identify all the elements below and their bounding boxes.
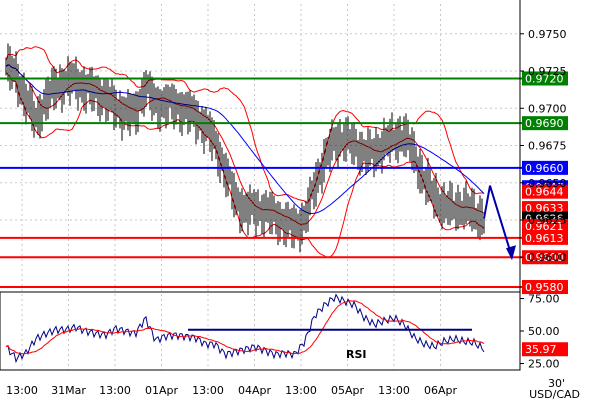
time-tick-label: 13:00 xyxy=(99,384,131,397)
time-tick-label: 05Apr xyxy=(331,384,365,397)
timeframe-label: 30' xyxy=(548,377,565,390)
indicator-label: 0.9644 xyxy=(525,186,564,199)
rsi-tick-label: 75.00 xyxy=(528,293,560,306)
axis-labels: 13:00 31Mar 13:00 01Apr 13:00 04Apr 13:00 05Apr… xyxy=(0,369,580,400)
price-tick-label: 0.9625 xyxy=(528,214,567,227)
rsi-tick-label: 25.00 xyxy=(528,358,560,371)
time-tick-label: 04Apr xyxy=(238,384,272,397)
level-tag xyxy=(522,280,568,295)
indicator-tag xyxy=(522,218,568,233)
time-tick-label: 13:00 xyxy=(285,384,317,397)
price-tick-label: 0.9600 xyxy=(528,251,567,264)
level-tag xyxy=(522,116,568,131)
level-label: 0.9660 xyxy=(525,162,564,175)
time-tick-label: 31Mar xyxy=(51,384,86,397)
indicator-label: 0.9621 xyxy=(525,220,564,233)
rsi-tick-label: 50.00 xyxy=(528,325,560,338)
level-label: 0.9720 xyxy=(525,72,564,85)
forecast-line xyxy=(483,185,513,258)
time-tick-label: 13:00 xyxy=(378,384,410,397)
level-tag xyxy=(522,160,568,175)
price-tick-label: 0.9650 xyxy=(528,177,567,190)
level-tag xyxy=(522,71,568,86)
time-tick-label: 06Apr xyxy=(424,384,458,397)
price-tick-label: 0.9675 xyxy=(528,140,567,153)
rsi-current-label: 35.97 xyxy=(525,343,557,356)
time-tick-label: 01Apr xyxy=(145,384,179,397)
price-bars xyxy=(5,43,485,253)
symbol-label: USD/CAD xyxy=(529,388,580,400)
indicator-tag xyxy=(522,184,568,199)
forecast-arrowhead xyxy=(506,245,516,261)
price-axis: 75.00 50.00 25.00 0.9750 0.9725 0.9700 0.9675 0… xyxy=(519,0,567,371)
price-tick-label: 0.9725 xyxy=(528,65,567,78)
horizontal-levels: 0.9720 0.9690 0.9660 0.9613 0.9600 0.9580 0.96… xyxy=(0,71,568,295)
level-tag xyxy=(522,230,568,245)
level-tag xyxy=(522,250,568,265)
level-label: 0.9600 xyxy=(525,251,564,264)
rsi-title: RSI xyxy=(346,348,367,361)
level-label: 0.9580 xyxy=(525,281,564,294)
price-tick-label: 0.9700 xyxy=(528,102,567,115)
time-tick-label: 13:00 xyxy=(6,384,38,397)
level-label: 0.9613 xyxy=(525,232,564,245)
level-label: 0.9690 xyxy=(525,117,564,130)
rsi-current-tag xyxy=(522,342,568,357)
price-tick-label: 0.9750 xyxy=(528,28,567,41)
forecast-arrow xyxy=(483,185,516,261)
rsi-panel: RSI 35.97 xyxy=(0,291,568,371)
time-tick-label: 13:00 xyxy=(192,384,224,397)
rsi-ma-line xyxy=(5,300,485,355)
